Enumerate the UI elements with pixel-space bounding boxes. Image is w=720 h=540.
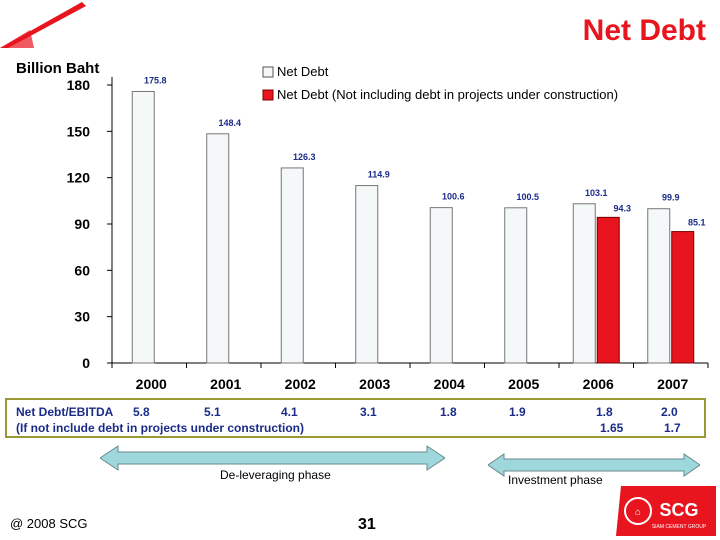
bar-net-debt — [280, 167, 304, 364]
legend-entry: Net Debt (Not including debt in projects… — [277, 87, 618, 102]
ebitda-value: 1.8 — [596, 405, 613, 419]
x-tick-label: 2002 — [285, 376, 316, 392]
corner-triangle-logo — [0, 2, 86, 48]
logo-text: SCG — [659, 500, 698, 520]
x-tick-label: 2001 — [210, 376, 241, 392]
ebitda-box — [5, 398, 706, 438]
bar-net-debt-excl — [671, 231, 695, 364]
bar-net-debt — [206, 133, 230, 364]
data-label-net-debt: 99.9 — [662, 193, 680, 203]
investment-arrow — [488, 453, 700, 477]
ebitda-sublabel: (If not include debt in projects under c… — [16, 421, 304, 435]
scg-logo: ⌂ SCG SIAM CEMENT GROUP — [616, 486, 716, 536]
x-tick-label: 2003 — [359, 376, 390, 392]
ebitda-value: 1.8 — [440, 405, 457, 419]
y-tick-label: 60 — [74, 262, 90, 278]
investment-label: Investment phase — [508, 473, 603, 487]
x-tick-label: 2005 — [508, 376, 539, 392]
data-label-net-debt-excl: 94.3 — [613, 203, 631, 213]
logo-subtext: SIAM CEMENT GROUP — [652, 524, 707, 530]
ebitda-value: 2.0 — [661, 405, 678, 419]
data-label-net-debt: 114.9 — [368, 170, 390, 180]
bar-net-debt — [572, 203, 596, 364]
bar-chart: 0 30 60 90 120 150 180 175.8 148.4 126.3 114.9 100… — [67, 64, 709, 392]
y-tick-label: 90 — [74, 216, 90, 232]
x-tick-label: 2006 — [583, 376, 614, 392]
page-number: 31 — [358, 516, 376, 533]
deleveraging-label: De-leveraging phase — [220, 468, 331, 482]
y-tick-label: 30 — [74, 309, 90, 325]
data-label-net-debt: 100.5 — [516, 192, 539, 202]
legend-swatch — [262, 89, 274, 101]
y-tick-label: 0 — [82, 355, 90, 371]
legend-entry: Net Debt — [277, 64, 329, 79]
footer-copyright: @ 2008 SCG — [10, 516, 88, 531]
bar-net-debt-excl — [596, 216, 620, 364]
data-label-net-debt: 148.4 — [218, 118, 241, 128]
ebitda-value: 5.8 — [133, 405, 150, 419]
x-tick-label: 2000 — [136, 376, 167, 392]
ebitda-value: 1.9 — [509, 405, 526, 419]
bar-net-debt — [355, 185, 379, 364]
x-tick-label: 2007 — [657, 376, 688, 392]
x-tick-label: 2004 — [434, 376, 465, 392]
ebitda-label: Net Debt/EBITDA — [16, 405, 114, 419]
ebitda-subvalue: 1.65 — [600, 421, 624, 435]
legend-swatch — [262, 66, 274, 78]
ebitda-value: 5.1 — [204, 405, 221, 419]
data-label-net-debt: 103.1 — [585, 188, 608, 198]
bar-net-debt — [429, 207, 453, 364]
y-tick-label: 180 — [67, 77, 91, 93]
ebitda-value: 3.1 — [360, 405, 377, 419]
y-axis-unit-label: Billion Baht — [16, 60, 100, 77]
svg-text:⌂: ⌂ — [635, 507, 641, 518]
y-tick-label: 150 — [67, 123, 91, 139]
data-label-net-debt: 126.3 — [293, 152, 316, 162]
bar-net-debt — [504, 207, 528, 364]
page-title: Net Debt — [582, 14, 706, 47]
ebitda-subvalue: 1.7 — [664, 421, 681, 435]
bar-net-debt — [131, 90, 155, 364]
ebitda-value: 4.1 — [281, 405, 298, 419]
y-tick-label: 120 — [67, 170, 91, 186]
data-label-net-debt-excl: 85.1 — [688, 218, 706, 228]
bar-net-debt — [647, 208, 671, 364]
data-label-net-debt: 175.8 — [144, 75, 167, 85]
data-label-net-debt: 100.6 — [442, 192, 465, 202]
deleveraging-arrow — [100, 445, 445, 471]
